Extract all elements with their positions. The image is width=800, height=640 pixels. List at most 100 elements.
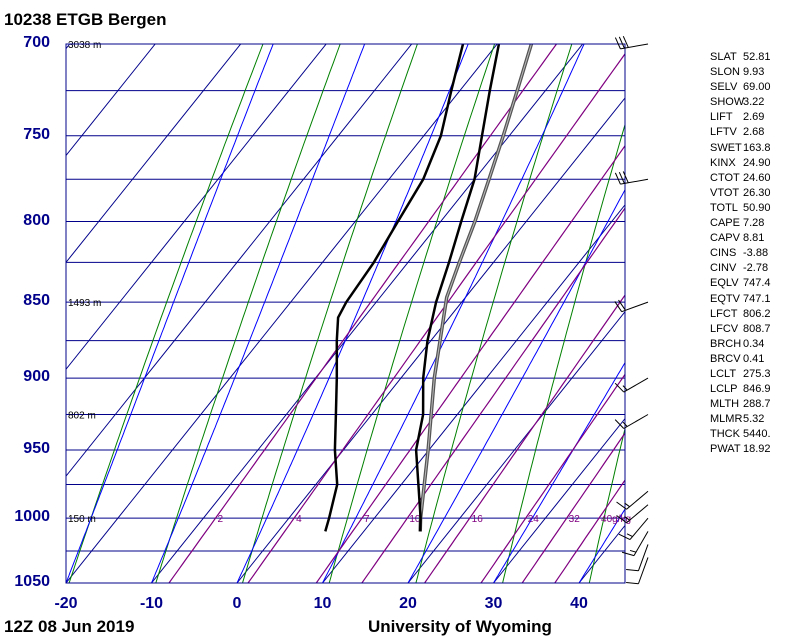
mixing-ratio-line: [168, 44, 557, 583]
index-row: LIFT 2.69: [710, 110, 771, 125]
index-name: SLAT: [710, 51, 737, 63]
mixing-ratio-label: 7: [364, 514, 370, 525]
wind-barb: [626, 557, 649, 585]
index-row: CINS -3.88: [710, 246, 771, 261]
wind-barb-flag: [622, 171, 629, 183]
index-row: CTOT 24.60: [710, 171, 771, 186]
chart-title: 10238 ETGB Bergen: [4, 10, 167, 29]
index-name: SELV: [710, 81, 738, 94]
index-row: CAPV 8.81: [710, 231, 771, 246]
index-name: CINV: [710, 262, 737, 275]
dry-adiabat-line: [155, 44, 341, 583]
index-value: 69.00: [743, 81, 771, 94]
index-row: THCK 5440.: [710, 427, 771, 442]
index-value: 50.90: [743, 201, 771, 214]
wind-barb-staff: [626, 504, 649, 524]
temperature-tick-label: 20: [399, 595, 417, 612]
wind-barb-staff: [633, 531, 649, 556]
dry-adiabat-line: [502, 122, 625, 583]
isotherm-line: [66, 44, 71, 50]
temperature-tick-label: 10: [313, 595, 332, 612]
index-value: 0.34: [743, 337, 765, 350]
index-row: BRCV 0.41: [710, 352, 771, 367]
index-value: -2.78: [743, 262, 769, 275]
index-value: 5440.: [743, 428, 771, 441]
index-value: -3.88: [743, 247, 769, 260]
wind-barb-staff: [621, 301, 649, 313]
temperature-tick-label: 40: [570, 595, 588, 612]
index-name: LFCT: [710, 307, 738, 320]
wind-barb: [618, 517, 649, 541]
height-label: 802 m: [68, 411, 96, 422]
mixing-ratio-label: 10: [409, 514, 421, 525]
wind-barb-flag: [616, 501, 627, 510]
wind-barb: [614, 299, 649, 313]
wind-barb-flag: [622, 385, 628, 391]
index-value: 26.30: [743, 186, 771, 199]
index-row: SWET163.8: [710, 141, 771, 156]
index-name: MLMR: [710, 413, 743, 426]
wind-barb-flag: [622, 421, 628, 427]
isotherm-line: [66, 44, 242, 264]
mixing-ratio-line: [521, 432, 625, 583]
index-row: CINV -2.78: [710, 261, 771, 276]
wind-barb-flag: [626, 568, 639, 572]
index-name: CAPE: [710, 217, 740, 230]
wind-barb-flag: [614, 419, 625, 429]
wind-barb: [614, 377, 649, 393]
mixing-ratio-line: [424, 294, 625, 583]
moist-adiabat-line: [493, 361, 625, 583]
mixing-ratio-line: [315, 144, 625, 583]
isotherm-line: [66, 44, 156, 157]
wind-barb: [621, 531, 649, 557]
index-row: SHOW3.22: [710, 95, 771, 110]
index-row: LFCV 808.7: [710, 322, 771, 337]
wind-barb-staff: [623, 377, 649, 393]
index-value: 846.9: [743, 383, 771, 396]
index-row: EQTV 747.1: [710, 292, 771, 307]
isotherm-line: [493, 417, 625, 583]
pressure-tick-label: 700: [23, 34, 50, 51]
wind-barb-staff: [623, 414, 649, 429]
wind-barb-staff: [620, 43, 649, 50]
isotherm-line: [407, 310, 625, 583]
wind-barb-flag: [616, 515, 627, 524]
index-name: THCK: [710, 428, 740, 441]
isotherm-line: [66, 44, 413, 477]
mixing-ratio-line: [247, 52, 625, 583]
index-name: SHOW: [710, 96, 745, 109]
wind-barb-staff: [620, 178, 649, 185]
wind-barb-flag: [624, 516, 630, 521]
temperature-tick-label: -10: [139, 595, 164, 612]
index-name: LCLP: [710, 383, 738, 396]
index-value: 24.90: [743, 156, 771, 169]
index-value: 24.60: [743, 171, 771, 184]
temperature-tick-label: 30: [484, 595, 503, 612]
index-row: MLMR5.32: [710, 412, 771, 427]
temperature-trace: [414, 44, 501, 532]
index-value: 7.28: [743, 217, 765, 230]
index-name: CTOT: [710, 171, 740, 184]
mixing-ratio-label: 2: [218, 514, 224, 525]
stability-indices: SLAT 52.81 SLON 9.93 SELV 69.00 SHOW3.22 LIFT 2.…: [710, 50, 771, 458]
moist-adiabat-line: [407, 188, 625, 583]
index-row: CAPE 7.28: [710, 216, 771, 231]
wind-barb-staff: [637, 557, 649, 584]
wind-barb: [616, 490, 649, 510]
wind-barbs: [614, 35, 649, 585]
dry-adiabat-line: [68, 44, 264, 583]
dewpoint-trace: [324, 44, 465, 532]
isotherm-line: [322, 204, 625, 583]
dry-adiabat-line: [415, 44, 573, 583]
pressure-tick-label: 1050: [14, 573, 50, 590]
index-name: LIFT: [710, 111, 733, 124]
index-name: BRCV: [710, 352, 741, 365]
parcel-trace: [418, 44, 534, 532]
index-value: 5.32: [743, 413, 765, 426]
mixing-ratio-line: [361, 207, 625, 583]
index-value: 0.41: [743, 352, 765, 365]
index-name: LFCV: [710, 322, 739, 335]
index-row: KINX 24.90: [710, 156, 771, 171]
wind-barb-staff: [629, 517, 649, 540]
